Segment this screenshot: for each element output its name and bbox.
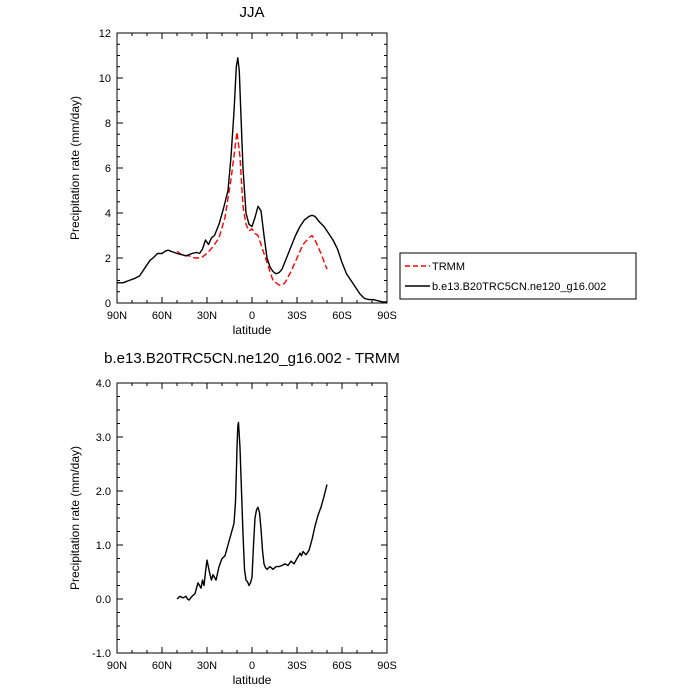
y-axis-label: Precipitation rate (mm/day) bbox=[68, 446, 82, 590]
y-tick-label: 8 bbox=[105, 118, 111, 130]
x-axis-label: latitude bbox=[233, 323, 272, 337]
x-tick-label: 60N bbox=[152, 660, 172, 672]
plot-frame bbox=[116, 32, 388, 304]
plot-frame bbox=[116, 382, 388, 654]
y-tick-label: 0.0 bbox=[96, 594, 111, 606]
x-tick-label: 30S bbox=[287, 660, 307, 672]
legend: TRMM b.e13.B20TRC5CN.ne120_g16.002 bbox=[399, 252, 637, 300]
x-tick-label: 90N bbox=[107, 660, 127, 672]
y-tick-label: 12 bbox=[99, 28, 111, 40]
y-tick-label: 3.0 bbox=[96, 432, 111, 444]
x-tick-label: 0 bbox=[249, 310, 255, 322]
y-tick-label: 2.0 bbox=[96, 486, 111, 498]
legend-box bbox=[399, 252, 637, 300]
y-tick-label: 10 bbox=[99, 73, 111, 85]
x-tick-label: 90S bbox=[377, 660, 397, 672]
series-line-0 bbox=[176, 131, 328, 286]
y-axis-label: Precipitation rate (mm/day) bbox=[68, 96, 82, 240]
panel-top: JJA 90N 60N 30N 0 30S 60S 90S 0 2 4 6 8 10 12 latitude P… bbox=[68, 4, 397, 337]
series-line-1 bbox=[117, 57, 387, 303]
y-tick-label: 2 bbox=[105, 253, 111, 265]
x-tick-label: 30N bbox=[197, 660, 217, 672]
legend-label: TRMM bbox=[432, 261, 465, 273]
x-tick-label: 60S bbox=[332, 310, 352, 322]
y-tick-label: 4 bbox=[105, 208, 111, 220]
panel-bottom: b.e13.B20TRC5CN.ne120_g16.002 - TRMM 90N 6… bbox=[68, 350, 400, 687]
series-line-0 bbox=[176, 421, 328, 601]
x-tick-label: 90N bbox=[107, 310, 127, 322]
y-tick-label: 1.0 bbox=[96, 540, 111, 552]
x-tick-label: 60S bbox=[332, 660, 352, 672]
y-tick-label: 6 bbox=[105, 163, 111, 175]
x-tick-label: 30N bbox=[197, 310, 217, 322]
chart-title: JJA bbox=[239, 4, 264, 21]
x-tick-label: 30S bbox=[287, 310, 307, 322]
x-tick-label: 0 bbox=[249, 660, 255, 672]
y-tick-label: 0 bbox=[105, 298, 111, 310]
x-tick-label: 90S bbox=[377, 310, 397, 322]
chart-title: b.e13.B20TRC5CN.ne120_g16.002 - TRMM bbox=[104, 350, 400, 367]
y-tick-label: -1.0 bbox=[92, 648, 111, 660]
legend-label: b.e13.B20TRC5CN.ne120_g16.002 bbox=[432, 281, 606, 293]
x-axis-label: latitude bbox=[233, 673, 272, 687]
x-tick-label: 60N bbox=[152, 310, 172, 322]
y-tick-label: 4.0 bbox=[96, 378, 111, 390]
